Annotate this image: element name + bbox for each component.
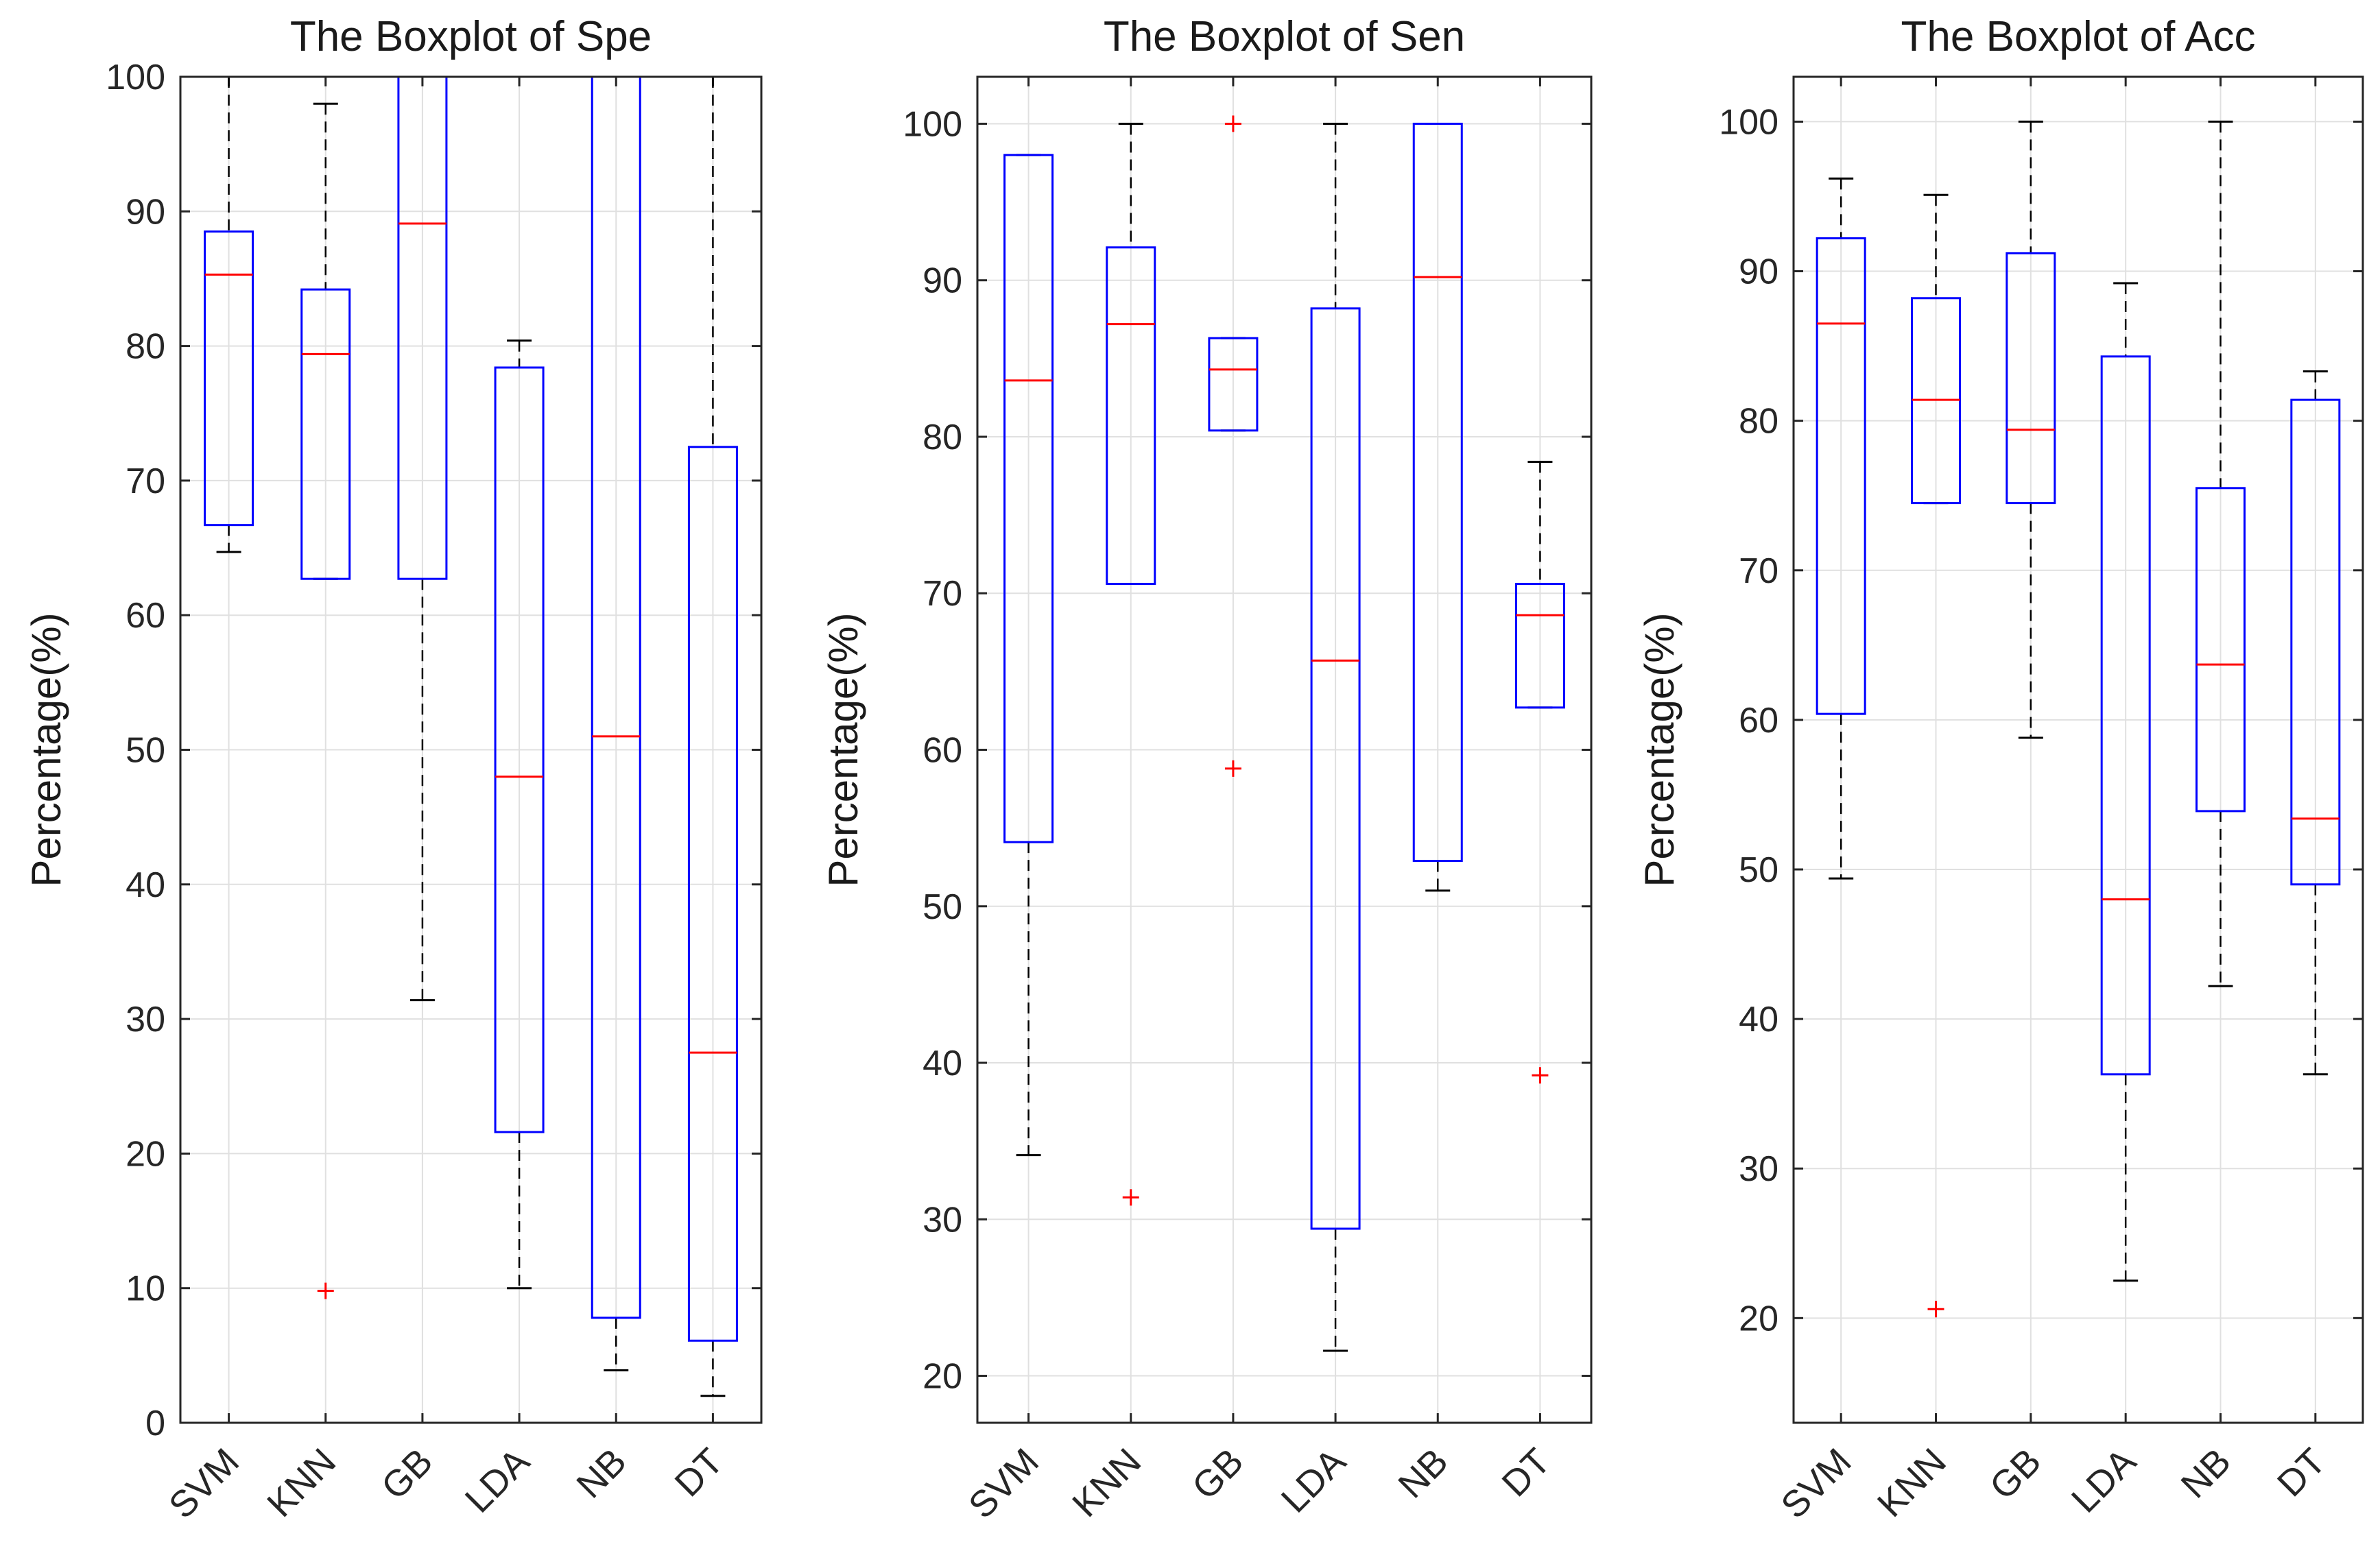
ytick-label: 20: [923, 1357, 962, 1397]
ytick-label: 30: [923, 1200, 962, 1240]
iqr-box: [494, 366, 545, 1133]
xtick-label-nb: NB: [1390, 1441, 1455, 1506]
box-gb: [1208, 115, 1259, 777]
iqr-box: [2290, 398, 2341, 886]
xtick-label-dt: DT: [1495, 1441, 1558, 1504]
box-svm: [1003, 154, 1054, 1157]
ytick-label: 0: [145, 1404, 165, 1443]
xtick-label-nb: NB: [569, 1441, 634, 1506]
xtick-label-lda: LDA: [2064, 1441, 2144, 1521]
box-knn: [300, 102, 351, 1299]
ytick-label: 100: [106, 58, 165, 97]
xtick-label-knn: KNN: [259, 1441, 344, 1525]
iqr-box: [2195, 487, 2246, 813]
xtick-label-gb: GB: [1982, 1441, 2049, 1508]
ytick-label: 80: [126, 327, 165, 367]
outlier-marker: [317, 1282, 334, 1299]
ytick-label: 80: [1739, 402, 1778, 442]
ytick-label: 50: [923, 887, 962, 927]
outlier-marker: [1224, 760, 1241, 777]
xtick-label-svm: SVM: [1773, 1441, 1859, 1526]
iqr-box: [2006, 252, 2056, 505]
xtick-label-gb: GB: [1185, 1441, 1252, 1508]
ytick-label: 60: [126, 596, 165, 636]
box-nb: [1412, 122, 1463, 892]
xtick-label-dt: DT: [2270, 1441, 2333, 1504]
chart-title: The Boxplot of Spe: [290, 13, 652, 60]
box-dt: [1514, 461, 1565, 1084]
outlier-marker: [1122, 1189, 1139, 1206]
y-axis-label: Percentage(%): [23, 612, 69, 887]
xtick-label-nb: NB: [2174, 1441, 2239, 1506]
ytick-label: 100: [1719, 102, 1778, 142]
iqr-box: [300, 288, 351, 580]
box-lda: [1310, 122, 1361, 1352]
box-lda: [494, 339, 545, 1290]
iqr-box: [204, 230, 254, 527]
iqr-box: [1412, 122, 1463, 863]
iqr-box: [2100, 355, 2151, 1076]
box-svm: [1816, 177, 1866, 880]
ytick-label: 70: [923, 574, 962, 614]
xtick-label-lda: LDA: [1274, 1441, 1354, 1521]
iqr-box: [1514, 583, 1565, 709]
iqr-box: [687, 446, 738, 1342]
axes-frame: [1792, 75, 2364, 1424]
ytick-label: 50: [1739, 850, 1778, 890]
iqr-box: [1003, 154, 1054, 843]
xtick-label-knn: KNN: [1870, 1441, 1954, 1525]
box-knn: [1911, 193, 1961, 1318]
box-nb: [2195, 120, 2246, 987]
chart-title: The Boxplot of Acc: [1901, 13, 2256, 60]
y-axis-label: Percentage(%): [820, 612, 866, 887]
box-gb: [2006, 120, 2056, 739]
box-svm: [204, 75, 254, 553]
ytick-label: 70: [1739, 551, 1778, 591]
ytick-label: 50: [126, 731, 165, 771]
ytick-label: 10: [126, 1269, 165, 1309]
ytick-label: 90: [923, 261, 962, 301]
ytick-label: 90: [126, 192, 165, 232]
xtick-label-dt: DT: [667, 1441, 731, 1504]
chart-panel-3: 20 30 40 50 60 70 80 90 100 SVM KNN GB LDA NB DT The Bo…: [1637, 13, 2364, 1526]
iqr-box: [1816, 237, 1866, 715]
ytick-label: 70: [126, 461, 165, 501]
outlier-marker: [1224, 115, 1241, 132]
box-knn: [1106, 122, 1156, 1206]
box-dt: [2290, 370, 2341, 1076]
xtick-label-knn: KNN: [1064, 1441, 1149, 1525]
iqr-box: [1310, 307, 1361, 1230]
chart-panel-1: 0 10 20 30 40 50 60 70 80 90 100 SVM KNN GB LDA NB DT The…: [23, 13, 763, 1526]
ytick-label: 40: [1739, 1000, 1778, 1039]
outlier-marker: [1532, 1067, 1549, 1084]
xtick-label-svm: SVM: [961, 1441, 1047, 1526]
ytick-label: 90: [1739, 252, 1778, 292]
iqr-box: [1208, 337, 1259, 432]
box-lda: [2100, 282, 2151, 1282]
ytick-label: 40: [923, 1044, 962, 1083]
ytick-label: 60: [923, 731, 962, 771]
box-dt: [687, 75, 738, 1397]
ytick-label: 100: [903, 104, 962, 144]
axes-frame: [179, 75, 763, 1424]
ytick-label: 20: [1739, 1299, 1778, 1338]
ytick-label: 30: [126, 1000, 165, 1039]
ytick-label: 80: [923, 418, 962, 457]
ytick-label: 30: [1739, 1149, 1778, 1189]
ytick-label: 60: [1739, 701, 1778, 741]
xtick-label-gb: GB: [374, 1441, 441, 1508]
ytick-label: 40: [126, 865, 165, 905]
chart-title: The Boxplot of Sen: [1104, 13, 1465, 60]
xtick-label-lda: LDA: [457, 1441, 538, 1521]
ytick-label: 20: [126, 1134, 165, 1174]
y-axis-label: Percentage(%): [1637, 612, 1682, 887]
iqr-box: [1106, 246, 1156, 586]
axes-frame: [976, 75, 1593, 1424]
xtick-label-svm: SVM: [161, 1441, 247, 1526]
chart-panel-2: 20 30 40 50 60 70 80 90 100 SVM KNN GB LDA NB DT The Bo…: [820, 13, 1593, 1526]
outlier-marker: [1927, 1301, 1944, 1318]
